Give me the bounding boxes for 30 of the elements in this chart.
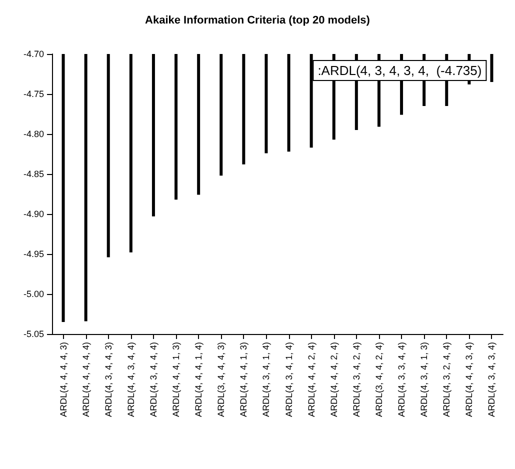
- x-tick-label: ARDL(4, 4, 4, 3, 4): [464, 342, 474, 418]
- x-tick-label: ARDL(4, 3, 4, 3, 4): [486, 342, 497, 418]
- y-tick-label: -4.75: [23, 89, 44, 99]
- x-tick-label: ARDL(4, 3, 3, 4, 4): [396, 342, 407, 418]
- y-tick-label: -4.70: [23, 49, 44, 59]
- x-tick-label: ARDL(4, 3, 4, 1, 4): [261, 342, 272, 418]
- x-tick-label: ARDL(4, 4, 4, 1, 4): [194, 342, 204, 418]
- annotation: :ARDL(4, 3, 4, 3, 4, (-4.735): [318, 63, 482, 78]
- x-tick-label: ARDL(4, 3, 4, 4, 4): [148, 342, 158, 418]
- x-tick-label: ARDL(3, 4, 4, 4, 3): [216, 342, 226, 418]
- x-tick-label: ARDL(4, 4, 3, 4, 4): [126, 342, 136, 418]
- x-tick-label: ARDL(4, 4, 4, 4, 3): [58, 342, 68, 418]
- x-tick-label: ARDL(3, 4, 4, 2, 4): [374, 342, 384, 418]
- x-tick-label: ARDL(4, 4, 4, 1, 3): [171, 342, 182, 418]
- x-tick-label: ARDL(4, 3, 4, 1, 3): [419, 342, 430, 418]
- x-tick-label: ARDL(4, 3, 2, 4, 4): [442, 342, 452, 418]
- y-tick-label: -5.00: [23, 289, 44, 299]
- x-tick-label: ARDL(4, 4, 4, 4, 4): [80, 342, 91, 418]
- y-tick-label: -5.05: [23, 329, 44, 339]
- y-tick-label: -4.85: [23, 169, 44, 179]
- x-tick-label: ARDL(4, 4, 4, 1, 3): [238, 342, 249, 418]
- y-tick-label: -4.95: [23, 249, 44, 259]
- x-tick-label: ARDL(4, 4, 4, 2, 4): [306, 342, 316, 418]
- x-tick-label: ARDL(4, 3, 4, 1, 4): [284, 342, 294, 418]
- chart-title: Akaike Information Criteria (top 20 models): [145, 14, 370, 26]
- x-tick-label: ARDL(4, 3, 4, 4, 3): [103, 342, 114, 418]
- x-tick-label: ARDL(4, 3, 4, 2, 4): [351, 342, 362, 418]
- x-tick-label: ARDL(4, 4, 4, 2, 4): [328, 342, 339, 418]
- y-tick-label: -4.80: [23, 129, 44, 139]
- y-tick-label: -4.90: [23, 209, 44, 219]
